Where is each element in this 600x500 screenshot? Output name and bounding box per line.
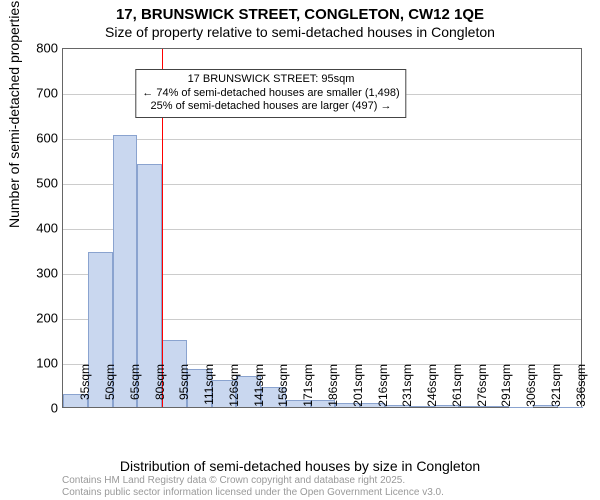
x-tick: 80sqm (153, 364, 167, 414)
x-tick: 95sqm (177, 364, 191, 414)
x-tick: 321sqm (549, 364, 563, 414)
x-tick: 65sqm (128, 364, 142, 414)
annotation-line3: 25% of semi-detached houses are larger (… (142, 100, 399, 114)
x-tick: 336sqm (574, 364, 588, 414)
plot-area: 17 BRUNSWICK STREET: 95sqm ← 74% of semi… (62, 48, 582, 408)
x-tick: 291sqm (499, 364, 513, 414)
x-tick: 141sqm (252, 364, 266, 414)
x-tick: 216sqm (376, 364, 390, 414)
x-tick: 126sqm (227, 364, 241, 414)
x-tick: 246sqm (425, 364, 439, 414)
annotation-line2: ← 74% of semi-detached houses are smalle… (142, 87, 399, 101)
y-tick: 600 (36, 131, 58, 146)
y-tick: 200 (36, 311, 58, 326)
annotation-line1: 17 BRUNSWICK STREET: 95sqm (142, 73, 399, 87)
x-tick: 111sqm (202, 364, 216, 414)
y-tick: 0 (51, 401, 58, 416)
credits: Contains HM Land Registry data © Crown c… (62, 475, 444, 498)
x-tick: 186sqm (326, 364, 340, 414)
y-axis-label: Number of semi-detached properties (6, 1, 22, 228)
y-tick: 100 (36, 356, 58, 371)
x-axis-label: Distribution of semi-detached houses by … (0, 458, 600, 474)
y-tick: 300 (36, 266, 58, 281)
annotation-box: 17 BRUNSWICK STREET: 95sqm ← 74% of semi… (135, 69, 406, 118)
x-tick: 261sqm (450, 364, 464, 414)
x-tick: 201sqm (351, 364, 365, 414)
y-tick: 400 (36, 221, 58, 236)
x-tick: 231sqm (400, 364, 414, 414)
y-tick: 500 (36, 176, 58, 191)
y-tick: 800 (36, 41, 58, 56)
credits-line1: Contains HM Land Registry data © Crown c… (62, 475, 444, 487)
x-tick: 171sqm (301, 364, 315, 414)
credits-line2: Contains public sector information licen… (62, 487, 444, 499)
chart-title: 17, BRUNSWICK STREET, CONGLETON, CW12 1Q… (0, 6, 600, 23)
x-tick: 35sqm (78, 364, 92, 414)
chart-subtitle: Size of property relative to semi-detach… (0, 24, 600, 40)
x-tick: 50sqm (103, 364, 117, 414)
chart-root: 17, BRUNSWICK STREET, CONGLETON, CW12 1Q… (0, 0, 600, 500)
x-tick: 276sqm (475, 364, 489, 414)
x-tick: 156sqm (276, 364, 290, 414)
x-tick: 306sqm (524, 364, 538, 414)
y-tick: 700 (36, 86, 58, 101)
